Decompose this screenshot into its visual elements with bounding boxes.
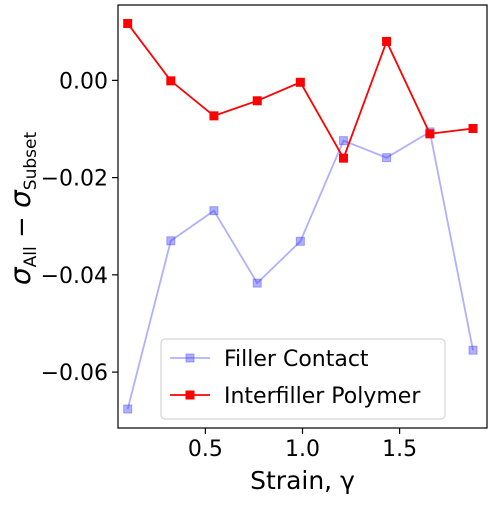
data-point-interfiller-polymer xyxy=(425,129,435,139)
series-line-filler-contact xyxy=(126,130,474,410)
y-tick-label: 0.00 xyxy=(59,69,108,94)
data-point-interfiller-polymer xyxy=(338,153,348,163)
data-point-interfiller-polymer xyxy=(382,36,392,46)
legend-box xyxy=(160,338,446,420)
data-point-filler-contact xyxy=(382,153,392,163)
data-point-filler-contact xyxy=(338,136,348,146)
series-layer xyxy=(123,18,478,414)
y-tick-label: −0.06 xyxy=(41,361,108,386)
data-point-interfiller-polymer xyxy=(209,111,219,121)
legend-entry-interfiller-polymer: Interfiller Polymer xyxy=(170,384,421,409)
y-tick-label: −0.04 xyxy=(41,264,108,289)
legend-marker-filler-contact xyxy=(185,353,195,363)
data-point-filler-contact xyxy=(252,278,262,288)
y-label-sub-all: All xyxy=(21,246,41,267)
data-point-filler-contact xyxy=(468,345,478,355)
legend: Filler Contact Interfiller Polymer xyxy=(160,338,446,420)
x-tick-label: 1.0 xyxy=(285,437,320,462)
x-tick-label: 1.5 xyxy=(382,437,417,462)
legend-label-filler-contact: Filler Contact xyxy=(224,347,369,372)
x-tick-label: 0.5 xyxy=(188,437,223,462)
y-axis-label: σAll − σSubset xyxy=(4,132,41,286)
data-point-filler-contact xyxy=(295,236,305,246)
y-label-minus: − xyxy=(7,208,37,246)
legend-marker-interfiller-polymer xyxy=(185,390,195,400)
data-point-filler-contact xyxy=(209,206,219,216)
data-point-interfiller-polymer xyxy=(468,123,478,133)
y-label-sub-subset: Subset xyxy=(21,132,41,191)
x-axis-label: Strain, γ xyxy=(250,466,355,495)
y-tick-label: −0.02 xyxy=(41,167,108,192)
data-point-filler-contact xyxy=(166,236,176,246)
data-point-interfiller-polymer xyxy=(252,96,262,106)
data-point-interfiller-polymer xyxy=(123,18,133,28)
data-point-interfiller-polymer xyxy=(166,76,176,86)
y-label-sigma-subset: σ xyxy=(4,189,37,208)
y-label-sigma-all: σ xyxy=(4,266,37,285)
data-point-interfiller-polymer xyxy=(295,77,305,87)
legend-label-interfiller-polymer: Interfiller Polymer xyxy=(224,384,421,409)
data-point-filler-contact xyxy=(123,404,133,414)
series-interfiller-polymer xyxy=(123,18,478,163)
ticks: 0.5 1.0 1.5 0.00 −0.02 −0.04 −0.06 xyxy=(41,69,418,462)
legend-entry-filler-contact: Filler Contact xyxy=(170,347,369,372)
